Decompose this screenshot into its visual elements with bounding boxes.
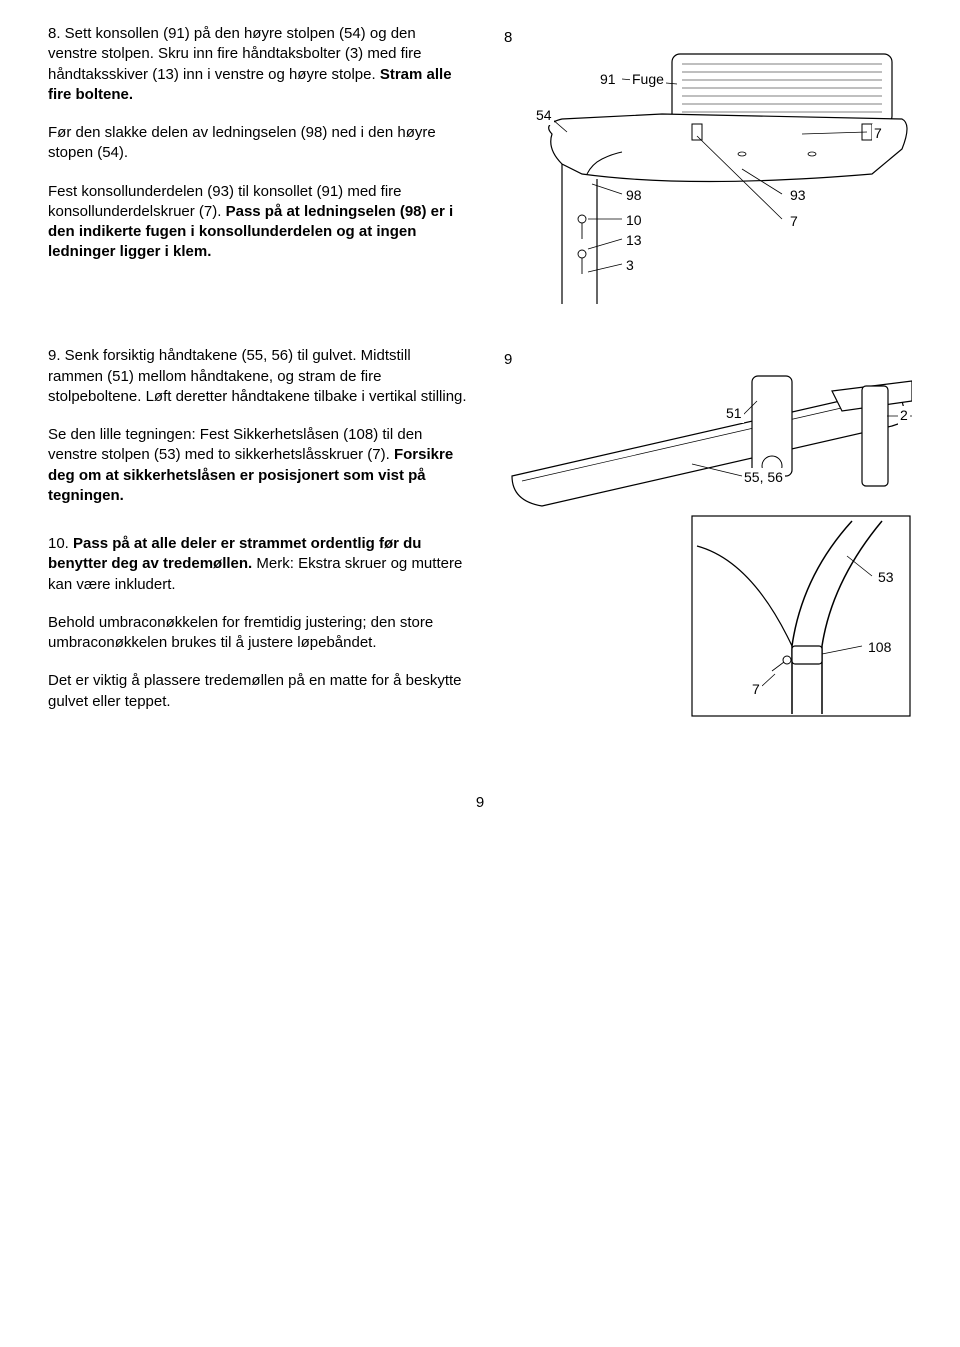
fig8-label-3: 3 [624,256,636,275]
step-10-para-3: Det er viktig å plassere tredemøllen på … [48,671,468,712]
fig9-label-53: 53 [876,568,896,587]
figure-8: 8 [492,24,912,310]
fig8-label-13: 13 [624,231,644,250]
step-9-10-text: 9. Senk forsiktig håndtakene (55, 56) ti… [48,346,468,732]
step-8-para-1: 8. Sett konsollen (91) på den høyre stol… [48,24,468,105]
figure-9: 9 [492,346,912,732]
step-9-para-1: 9. Senk forsiktig håndtakene (55, 56) ti… [48,346,468,407]
figure-9-number: 9 [504,350,512,370]
step-10-para-2: Behold umbraconøkkelen for fremtidig jus… [48,613,468,654]
fig9-label-2: 2 [898,406,910,425]
step-9-para-2: Se den lille tegningen: Fest Sikkerhetsl… [48,425,468,506]
step-9-p2a: Se den lille tegningen: Fest Sikkerhetsl… [48,426,422,463]
figure-9-diagram [492,346,912,726]
fig8-label-54: 54 [534,106,554,125]
fig8-label-93: 93 [788,186,808,205]
step-8-para-2: Før den slakke delen av ledningselen (98… [48,123,468,164]
step-8-para-3: Fest konsollunderdelen (93) til konsolle… [48,182,468,263]
step-8-row: 8. Sett konsollen (91) på den høyre stol… [48,24,912,310]
fig8-label-91: 91 [598,70,618,89]
figure-8-diagram [492,24,912,304]
fig8-label-7a: 7 [872,124,884,143]
figure-8-number: 8 [504,28,512,48]
fig9-label-5556: 55, 56 [742,468,785,487]
step-10-p1a: 10. [48,535,73,552]
fig9-label-51: 51 [724,404,744,423]
step-8-text: 8. Sett konsollen (91) på den høyre stol… [48,24,468,310]
fig8-label-10: 10 [624,211,644,230]
fig8-label-98: 98 [624,186,644,205]
fig8-label-fuge: Fuge [630,70,666,89]
page-number: 9 [48,793,912,813]
fig9-label-108: 108 [866,638,893,657]
step-9-row: 9. Senk forsiktig håndtakene (55, 56) ti… [48,346,912,732]
fig9-label-7: 7 [750,680,762,699]
fig8-label-7b: 7 [788,212,800,231]
step-8-p1a: 8. Sett konsollen (91) på den høyre stol… [48,25,422,83]
step-10-para-1: 10. Pass på at alle deler er strammet or… [48,534,468,595]
